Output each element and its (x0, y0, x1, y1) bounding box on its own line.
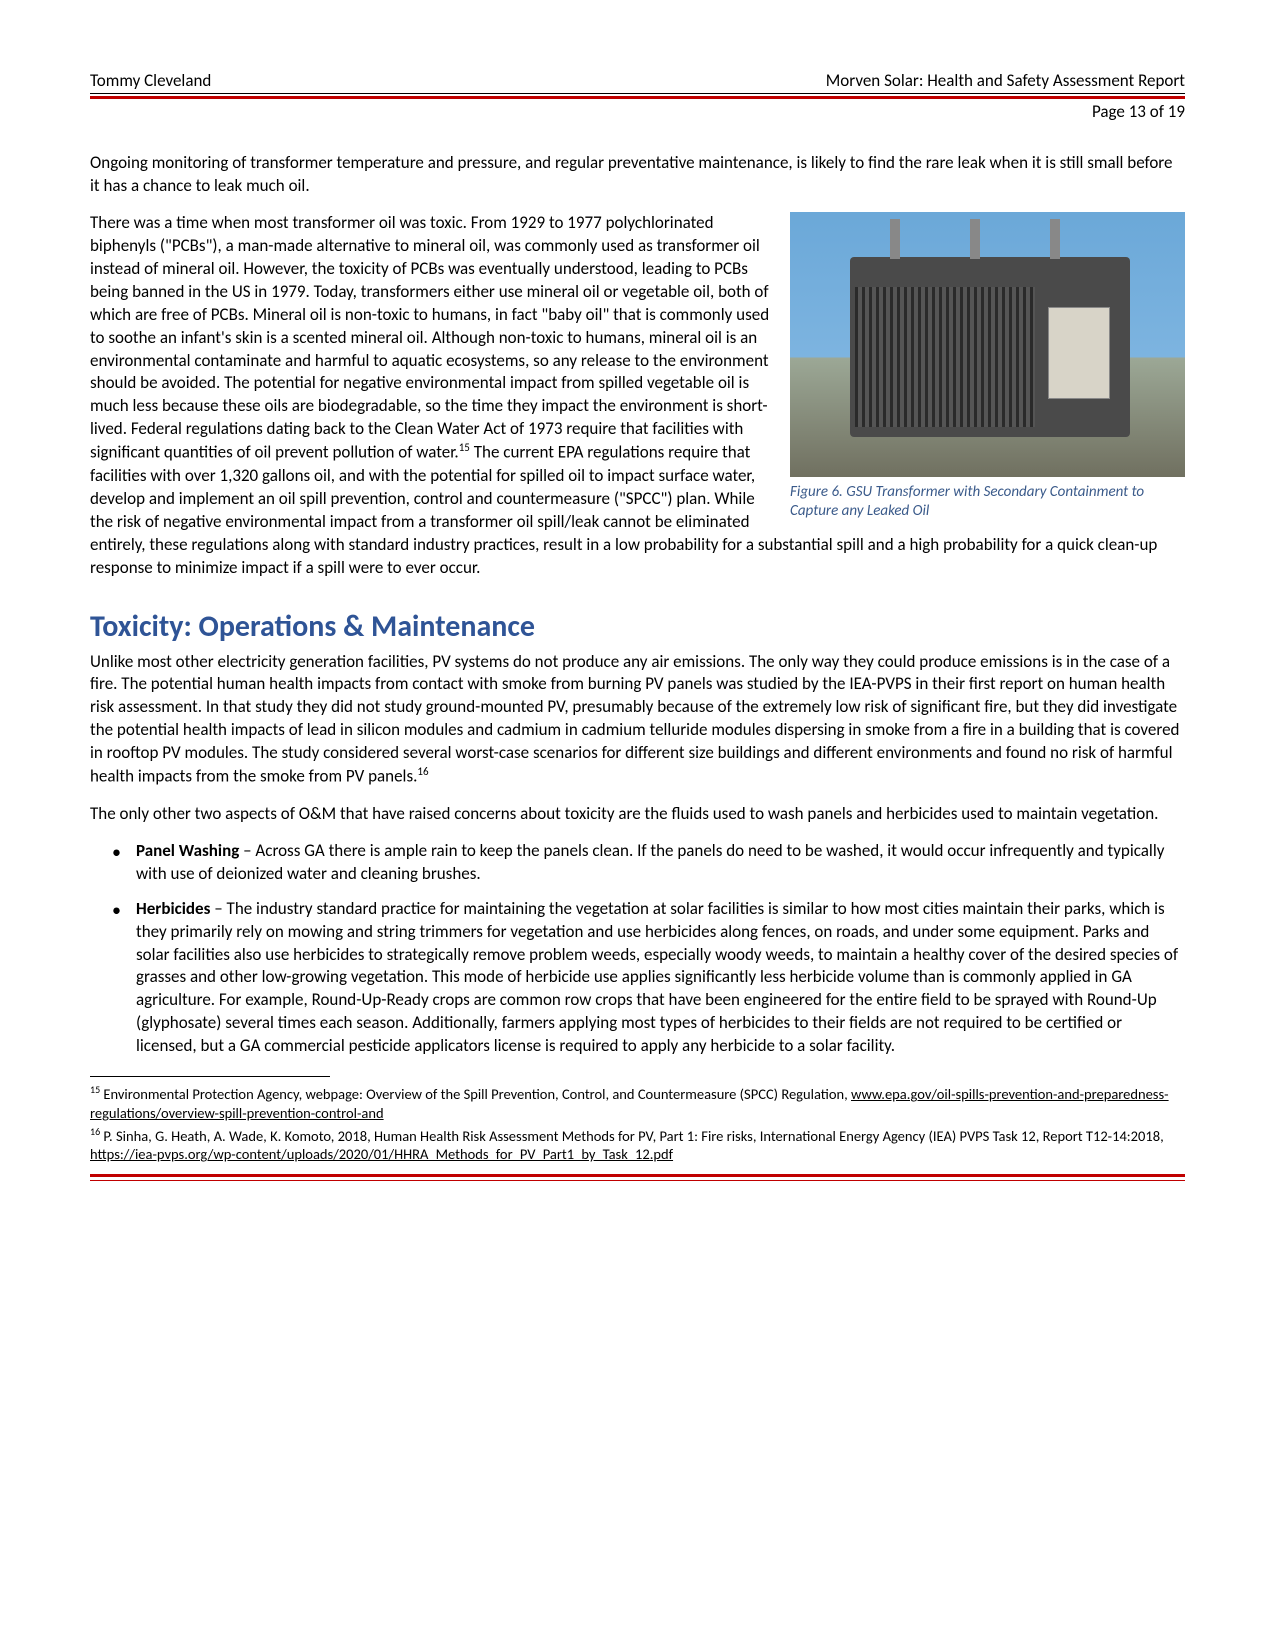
footnote-separator (90, 1076, 330, 1077)
figure-6-caption: Figure 6. GSU Transformer with Secondary… (790, 483, 1185, 522)
page-header: Tommy Cleveland Morven Solar: Health and… (90, 70, 1185, 93)
footnote-15-ref: 15 (459, 441, 470, 454)
footnote-15: 15 Environmental Protection Agency, webp… (90, 1083, 1185, 1123)
header-title: Morven Solar: Health and Safety Assessme… (826, 70, 1185, 91)
footer-red-thin (90, 1180, 1185, 1181)
om-para-1a: Unlike most other electricity generation… (90, 651, 1179, 787)
fn16-number: 16 (90, 1125, 100, 1138)
header-red-line (90, 96, 1185, 99)
fn16-text: P. Sinha, G. Heath, A. Wade, K. Komoto, … (100, 1127, 1164, 1145)
bullet-2-label: Herbicides (136, 898, 210, 919)
footer-red-thick (90, 1174, 1185, 1177)
fn16-link[interactable]: https://iea-pvps.org/wp-content/uploads/… (90, 1145, 673, 1163)
bullet-1-text: – Across GA there is ample rain to keep … (136, 840, 1164, 884)
footer-rules (90, 1174, 1185, 1181)
om-paragraph-2: The only other two aspects of O&M that h… (90, 803, 1185, 826)
footnote-16: 16 P. Sinha, G. Heath, A. Wade, K. Komot… (90, 1125, 1185, 1165)
bullet-1-label: Panel Washing (136, 840, 239, 861)
intro-paragraph: Ongoing monitoring of transformer temper… (90, 152, 1185, 198)
transformer-photo (790, 212, 1185, 477)
figure-6: Figure 6. GSU Transformer with Secondary… (790, 212, 1185, 522)
om-bullet-list: Panel Washing – Across GA there is ample… (90, 840, 1185, 1058)
om-paragraph-1: Unlike most other electricity generation… (90, 651, 1185, 789)
bullet-panel-washing: Panel Washing – Across GA there is ample… (118, 840, 1185, 886)
header-author: Tommy Cleveland (90, 70, 211, 91)
para-main-1: There was a time when most transformer o… (90, 212, 769, 463)
header-rule (90, 93, 1185, 94)
section-heading-toxicity-om: Toxicity: Operations & Maintenance (90, 608, 1185, 645)
bullet-herbicides: Herbicides – The industry standard pract… (118, 898, 1185, 1059)
bullet-2-text: – The industry standard practice for mai… (136, 898, 1178, 1057)
page-number: Page 13 of 19 (90, 101, 1185, 122)
footnote-16-ref: 16 (417, 765, 428, 778)
fn15-number: 15 (90, 1083, 100, 1096)
fn15-text: Environmental Protection Agency, webpage… (100, 1085, 851, 1103)
